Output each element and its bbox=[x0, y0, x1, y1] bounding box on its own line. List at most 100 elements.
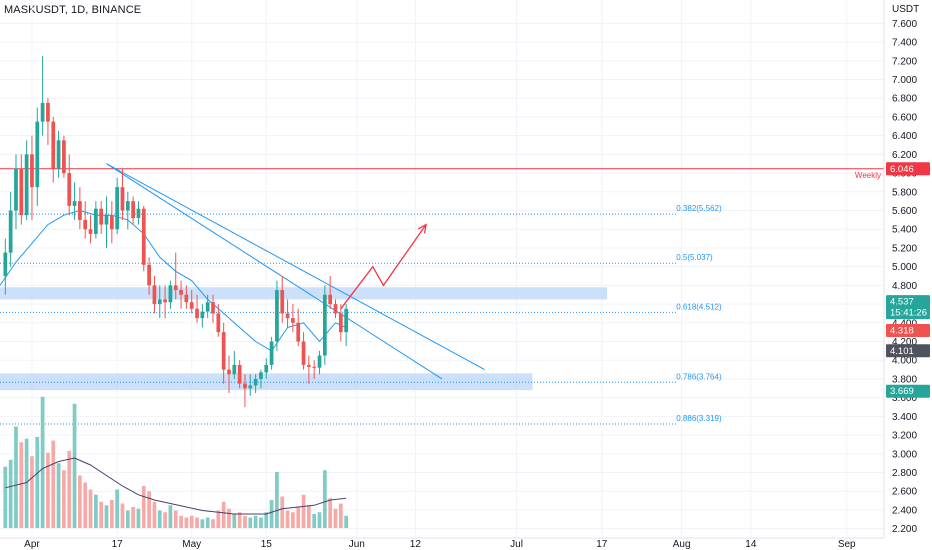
time-tick-label: May bbox=[182, 539, 201, 550]
volume-bar bbox=[51, 440, 56, 528]
volume-bar bbox=[322, 470, 327, 528]
price-badge-text: 15:41:26 bbox=[890, 308, 927, 319]
candle-body bbox=[78, 201, 82, 220]
volume-bars bbox=[3, 396, 349, 528]
price-zone bbox=[0, 287, 608, 300]
price-zone bbox=[0, 373, 533, 391]
price-tick-label: 5.400 bbox=[892, 225, 917, 236]
time-tick-label: Apr bbox=[24, 539, 40, 550]
candle-body bbox=[211, 302, 215, 314]
candle-body bbox=[163, 299, 167, 303]
volume-bar bbox=[104, 505, 109, 528]
candle-body bbox=[93, 208, 98, 234]
candle-body bbox=[195, 308, 199, 319]
fib-label: 0.618(4.512) bbox=[676, 302, 722, 311]
volume-bar bbox=[109, 500, 114, 528]
volume-bar bbox=[301, 494, 306, 528]
candle-body bbox=[322, 294, 327, 356]
price-badge-bg bbox=[886, 323, 930, 337]
price-tick-label: 5.000 bbox=[892, 262, 917, 273]
candle-body bbox=[227, 369, 231, 375]
volume-bar bbox=[243, 515, 247, 528]
volume-bar bbox=[264, 512, 269, 528]
volume-bar bbox=[152, 501, 157, 528]
candle-body bbox=[205, 302, 210, 312]
price-tick-label: 4.400 bbox=[892, 318, 917, 329]
candle-body bbox=[168, 285, 173, 303]
candle-body bbox=[312, 366, 317, 368]
volume-bar bbox=[317, 512, 322, 528]
candle-body bbox=[157, 299, 162, 305]
candle-body bbox=[275, 290, 279, 342]
volume-bar bbox=[35, 437, 40, 528]
price-tick-label: 7.400 bbox=[892, 38, 917, 49]
price-tick-label: 4.000 bbox=[892, 356, 917, 367]
candle-body bbox=[259, 372, 263, 379]
weekly-level: Weekly bbox=[0, 168, 884, 180]
candle-body bbox=[248, 385, 253, 389]
volume-bar bbox=[46, 452, 50, 528]
candle-body bbox=[51, 121, 56, 169]
candle-body bbox=[243, 383, 247, 389]
candle-body bbox=[285, 313, 290, 319]
weekly-badge-bg bbox=[886, 162, 930, 176]
candle-body bbox=[344, 308, 349, 333]
volume-bar bbox=[285, 510, 290, 528]
weekly-badge-text: 6.046 bbox=[890, 164, 914, 175]
candle-body bbox=[328, 294, 333, 305]
fib-label: 0.786(3.764) bbox=[676, 372, 722, 381]
candle-body bbox=[62, 140, 66, 174]
price-tick-label: 2.800 bbox=[892, 468, 917, 479]
candle-body bbox=[99, 208, 104, 225]
candle-body bbox=[264, 364, 269, 373]
candle-body bbox=[237, 364, 242, 384]
price-tick-label: 2.400 bbox=[892, 505, 917, 516]
volume-bar bbox=[67, 451, 72, 528]
price-tick-label: 6.600 bbox=[892, 112, 917, 123]
volume-bar bbox=[120, 503, 125, 528]
volume-bar bbox=[141, 486, 146, 528]
candle-body bbox=[232, 364, 237, 375]
volume-bar bbox=[211, 519, 215, 528]
volume-bar bbox=[147, 491, 151, 528]
trendline bbox=[106, 163, 485, 371]
volume-bar bbox=[189, 515, 194, 528]
candle-body bbox=[338, 313, 343, 333]
candle-body bbox=[35, 121, 40, 188]
volume-bar bbox=[157, 510, 162, 528]
volume-bar bbox=[163, 512, 167, 528]
ma-line bbox=[0, 209, 347, 352]
volume-ma-line bbox=[5, 457, 347, 515]
volume-bar bbox=[195, 517, 199, 528]
volume-bar bbox=[78, 475, 82, 528]
volume-bar bbox=[280, 496, 285, 528]
chart-title: MASKUSDT, 1D, BINANCE bbox=[4, 4, 142, 16]
price-tick-label: 4.800 bbox=[892, 281, 917, 292]
volume-bar bbox=[56, 463, 61, 528]
price-tick-label: 6.400 bbox=[892, 131, 917, 142]
candle-body bbox=[19, 168, 24, 216]
volume-bar bbox=[88, 489, 93, 528]
candle-body bbox=[24, 154, 29, 216]
volume-bar bbox=[8, 459, 13, 528]
volume-bar bbox=[125, 510, 130, 528]
currency-label: USDT bbox=[892, 4, 919, 15]
candle-body bbox=[333, 304, 338, 314]
volume-bar bbox=[205, 517, 210, 528]
candle-body bbox=[301, 341, 306, 365]
volume-bar bbox=[173, 510, 178, 528]
volume-bar bbox=[19, 442, 24, 528]
candle-body bbox=[200, 311, 205, 319]
time-tick-label: 14 bbox=[745, 539, 757, 550]
price-tick-label: 7.600 bbox=[892, 19, 917, 30]
candle-body bbox=[72, 201, 77, 206]
candle-body bbox=[83, 219, 88, 230]
candle-body bbox=[46, 102, 50, 122]
volume-bar bbox=[24, 438, 29, 528]
time-tick-label: 17 bbox=[596, 539, 608, 550]
candle-body bbox=[280, 290, 285, 314]
volume-bar bbox=[168, 505, 173, 528]
price-tick-label: 5.800 bbox=[892, 187, 917, 198]
candle-body bbox=[14, 168, 18, 211]
